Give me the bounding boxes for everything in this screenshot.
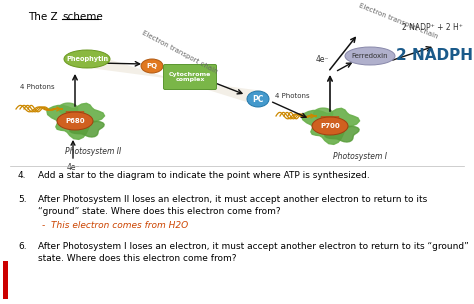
- Text: 4e⁻: 4e⁻: [66, 163, 80, 171]
- Text: -  This electron comes from H2O: - This electron comes from H2O: [42, 221, 188, 230]
- Text: Photosystem II: Photosystem II: [65, 147, 121, 156]
- Text: P680: P680: [65, 118, 85, 124]
- FancyBboxPatch shape: [164, 64, 217, 89]
- Text: Electron transport chain: Electron transport chain: [141, 29, 219, 74]
- Text: 5.: 5.: [18, 195, 27, 204]
- Polygon shape: [325, 123, 359, 142]
- Ellipse shape: [345, 47, 395, 65]
- Ellipse shape: [141, 59, 163, 73]
- Bar: [3, 261, 8, 299]
- Ellipse shape: [312, 117, 348, 135]
- Text: 4 Photons: 4 Photons: [20, 84, 55, 90]
- Text: PQ: PQ: [146, 63, 157, 69]
- FancyBboxPatch shape: [66, 120, 84, 124]
- Ellipse shape: [64, 50, 110, 68]
- Text: PC: PC: [252, 95, 264, 103]
- FancyBboxPatch shape: [321, 122, 339, 126]
- Ellipse shape: [247, 91, 269, 107]
- Polygon shape: [82, 51, 263, 107]
- Text: Add a star to the diagram to indicate the point where ATP is synthesized.: Add a star to the diagram to indicate th…: [38, 171, 370, 180]
- Text: 4e⁻: 4e⁻: [315, 54, 329, 64]
- Ellipse shape: [57, 112, 93, 130]
- Text: 4 Photons: 4 Photons: [275, 93, 310, 99]
- Text: P700: P700: [320, 123, 340, 129]
- Text: 4.: 4.: [18, 171, 27, 180]
- Text: 2 NADPH: 2 NADPH: [396, 49, 474, 64]
- Text: Photosystem I: Photosystem I: [333, 152, 387, 161]
- FancyBboxPatch shape: [66, 114, 84, 118]
- Text: Cytochrome
complex: Cytochrome complex: [169, 72, 211, 82]
- FancyBboxPatch shape: [321, 116, 339, 120]
- FancyBboxPatch shape: [321, 125, 339, 129]
- Text: 6.: 6.: [18, 242, 27, 251]
- Polygon shape: [314, 108, 333, 119]
- Text: Pheophytin: Pheophytin: [66, 56, 108, 62]
- Polygon shape: [302, 108, 360, 144]
- Polygon shape: [47, 103, 105, 139]
- FancyBboxPatch shape: [321, 119, 339, 123]
- FancyBboxPatch shape: [66, 123, 84, 127]
- Text: scheme: scheme: [62, 12, 103, 22]
- Text: Ferredoxin: Ferredoxin: [352, 53, 388, 59]
- FancyBboxPatch shape: [66, 117, 84, 121]
- Polygon shape: [59, 103, 78, 115]
- FancyBboxPatch shape: [321, 128, 339, 132]
- FancyBboxPatch shape: [66, 111, 84, 115]
- Polygon shape: [70, 118, 104, 137]
- Text: The Z: The Z: [28, 12, 61, 22]
- Text: Electron transport chain: Electron transport chain: [358, 2, 438, 40]
- Text: After Photosystem I loses an electron, it must accept another electron to return: After Photosystem I loses an electron, i…: [38, 242, 469, 263]
- Text: After Photosystem II loses an electron, it must accept another electron to retur: After Photosystem II loses an electron, …: [38, 195, 427, 216]
- Text: 2 NADP⁺ + 2 H⁺: 2 NADP⁺ + 2 H⁺: [401, 23, 463, 33]
